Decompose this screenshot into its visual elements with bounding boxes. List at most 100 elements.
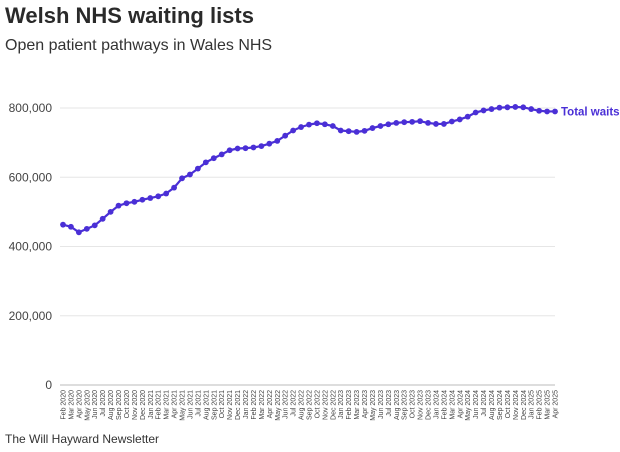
data-point	[139, 196, 146, 203]
x-tick-label: Apr 2021	[172, 390, 179, 419]
x-tick-label: Mar 2021	[164, 390, 171, 420]
x-tick-label: Mar 2025	[545, 390, 552, 420]
data-point	[234, 145, 241, 152]
x-tick-label: Jul 2024	[481, 390, 488, 417]
data-point	[369, 125, 376, 131]
data-point	[433, 121, 439, 127]
x-tick-label: Jan 2022	[243, 390, 250, 419]
x-tick-label: Aug 2022	[299, 390, 306, 420]
x-tick-label: Dec 2023	[426, 390, 433, 420]
source-credit: The Will Hayward Newsletter	[5, 432, 160, 446]
x-tick-label: Sep 2022	[307, 390, 314, 420]
data-point	[75, 229, 82, 236]
data-point	[314, 120, 320, 127]
data-point	[504, 104, 511, 111]
x-tick-label: May 2022	[275, 390, 282, 421]
data-point	[512, 104, 519, 110]
x-tick-label: Jul 2020	[100, 390, 107, 417]
x-tick-label: Oct 2023	[410, 390, 417, 419]
data-point	[195, 165, 201, 172]
data-point	[536, 107, 543, 114]
data-point	[60, 221, 66, 228]
data-point	[218, 151, 225, 158]
data-point	[210, 155, 217, 162]
x-tick-label: Jan 2024	[433, 390, 440, 419]
data-point	[448, 118, 455, 125]
x-tick-label: Aug 2021	[203, 390, 210, 420]
data-point	[552, 108, 558, 115]
series-label: Total waits	[561, 106, 620, 118]
data-point	[242, 145, 249, 152]
x-tick-label: Sep 2023	[402, 390, 409, 420]
data-point	[83, 225, 90, 232]
x-tick-label: Sep 2020	[116, 390, 123, 420]
data-point	[480, 107, 487, 114]
x-tick-label: Apr 2025	[553, 390, 560, 419]
x-tick-label: Feb 2022	[251, 390, 258, 420]
data-point	[456, 116, 463, 123]
x-tick-label: Jul 2022	[291, 390, 298, 417]
data-point	[425, 119, 431, 126]
data-point	[345, 128, 352, 135]
data-point	[488, 106, 495, 112]
y-tick-label: 400,000	[9, 240, 53, 254]
x-tick-label: Jun 2020	[92, 390, 99, 419]
x-tick-label: Dec 2020	[140, 390, 147, 420]
data-point	[298, 124, 304, 130]
data-point	[107, 208, 114, 215]
data-point	[115, 202, 122, 209]
chart-subtitle: Open patient pathways in Wales NHS	[5, 37, 273, 54]
x-tick-label: Apr 2020	[76, 390, 83, 419]
data-point	[329, 123, 336, 129]
x-tick-label: Dec 2021	[235, 390, 242, 420]
data-point	[250, 144, 257, 151]
x-tick-label: Feb 2020	[61, 390, 68, 420]
data-point	[258, 143, 265, 149]
x-tick-label: May 2023	[370, 390, 377, 421]
data-point	[266, 140, 273, 147]
chart-title: Welsh NHS waiting lists	[5, 3, 254, 28]
x-tick-label: Aug 2023	[394, 390, 401, 420]
x-tick-label: Mar 2024	[449, 390, 456, 420]
x-tick-label: Aug 2020	[108, 390, 115, 420]
y-tick-label: 800,000	[9, 101, 53, 115]
x-tick-label: Jun 2021	[187, 390, 194, 419]
y-tick-label: 0	[45, 378, 52, 392]
x-tick-label: Oct 2024	[505, 390, 512, 419]
x-tick-label: May 2024	[465, 390, 472, 421]
data-point	[472, 109, 479, 116]
data-point	[226, 147, 233, 154]
data-point	[68, 223, 74, 230]
data-point	[290, 127, 297, 134]
x-tick-label: Mar 2023	[354, 390, 361, 420]
x-tick-label: Dec 2024	[521, 390, 528, 420]
data-point	[385, 121, 392, 128]
x-tick-label: Feb 2025	[537, 390, 544, 420]
data-point	[464, 113, 471, 120]
data-point	[496, 104, 503, 111]
x-tick-label: Jun 2022	[283, 390, 290, 419]
data-point	[155, 193, 162, 200]
data-point	[393, 119, 400, 126]
x-tick-label: Oct 2022	[314, 390, 321, 419]
x-tick-label: Oct 2021	[219, 390, 226, 419]
data-point	[361, 127, 368, 134]
data-point	[171, 184, 177, 191]
data-point	[401, 119, 408, 126]
data-point	[91, 222, 98, 229]
x-tick-label: Nov 2022	[322, 390, 329, 420]
data-point	[409, 118, 416, 125]
y-tick-label: 600,000	[9, 170, 53, 184]
data-point	[131, 198, 138, 205]
x-tick-label: Nov 2023	[418, 390, 425, 420]
data-point	[282, 132, 289, 139]
x-tick-label: Jun 2023	[378, 390, 385, 419]
x-tick-label: Oct 2020	[124, 390, 131, 419]
data-point	[147, 195, 154, 201]
x-tick-label: May 2021	[180, 390, 187, 421]
data-point	[528, 106, 535, 112]
x-tick-label: May 2020	[84, 390, 91, 421]
x-tick-label: Jul 2023	[386, 390, 393, 417]
x-tick-label: Apr 2024	[457, 390, 464, 419]
